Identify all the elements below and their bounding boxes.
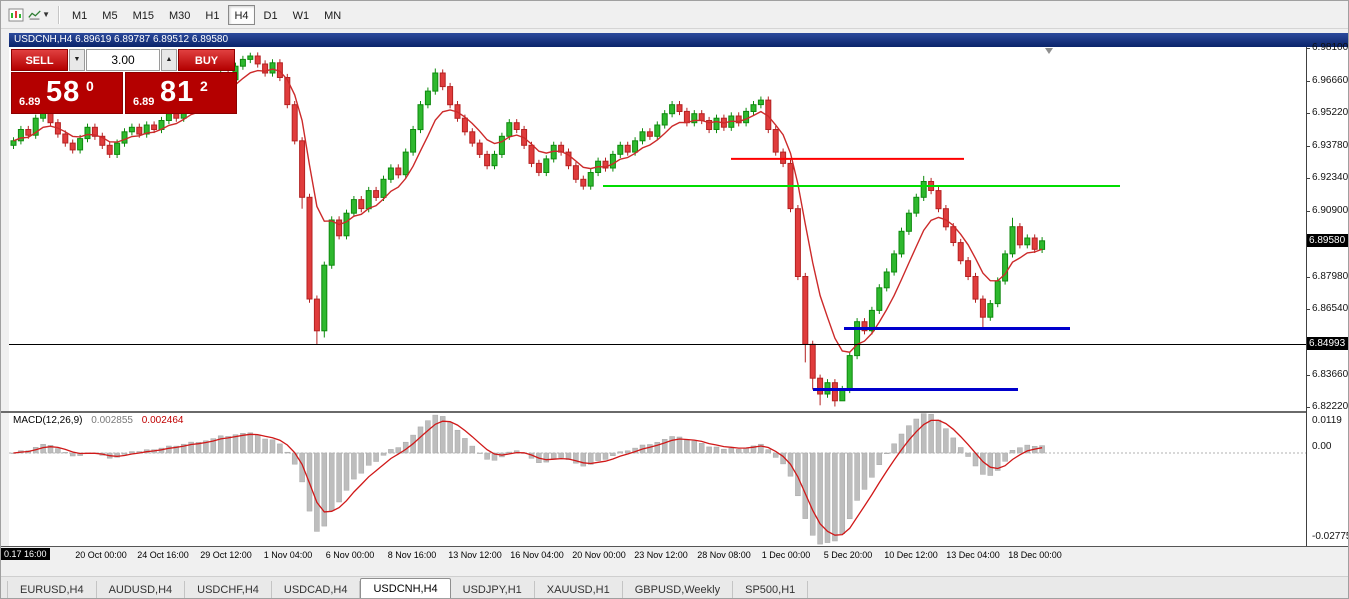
macd-label: MACD(12,26,9) 0.002855 0.002464 (13, 415, 183, 426)
buy-price-display[interactable]: 6.89 81 2 (125, 72, 237, 114)
volume-increase-button[interactable]: ▲ (161, 49, 177, 71)
chart-tab-usdjpy[interactable]: USDJPY,H1 (451, 581, 535, 598)
time-axis-label: 13 Nov 12:00 (448, 550, 502, 560)
timeframe-button-h4[interactable]: H4 (228, 4, 255, 25)
price-axis-label: 6.86540 (1306, 303, 1349, 314)
timeframe-button-m1[interactable]: M1 (72, 9, 88, 22)
timeframe-button-h1[interactable]: H1 (205, 9, 220, 22)
time-axis-label: 18 Dec 00:00 (1008, 550, 1062, 560)
volume-input[interactable] (86, 49, 160, 71)
macd-axis-min: -0.02775 (1312, 531, 1349, 542)
toolbar: ▼ M1 M5 M15 M30 H1 H4 D1 W1 MN (1, 1, 1348, 29)
indicators-icon[interactable]: ▼ (28, 5, 50, 25)
price-chart-pane[interactable]: SELL ▼ ▲ BUY 6.89 58 0 6.89 81 2 (9, 47, 1306, 411)
timeframe-button-m30[interactable]: M30 (168, 9, 191, 22)
time-axis-label: 13 Dec 04:00 (946, 550, 1000, 560)
price-axis-label: 6.95220 (1306, 107, 1349, 118)
time-axis-label: 16 Nov 04:00 (510, 550, 564, 560)
sell-price-display[interactable]: 6.89 58 0 (11, 72, 123, 114)
buy-price-prefix: 6.89 (133, 96, 155, 108)
timeframe-button-w1[interactable]: W1 (292, 9, 310, 22)
time-axis-label: 29 Oct 12:00 (200, 550, 252, 560)
sell-price-sup: 0 (86, 78, 94, 94)
window-gap (1, 29, 1348, 33)
time-axis-label: 6 Nov 00:00 (325, 550, 375, 560)
time-axis-start-tag: 0.17 16:00 (1, 548, 50, 560)
chart-tab-audusd[interactable]: AUDUSD,H4 (97, 581, 186, 598)
macd-signal-line (13, 419, 1043, 536)
sell-price-big: 58 (46, 76, 81, 108)
time-axis-label: 24 Oct 16:00 (137, 550, 189, 560)
time-axis-label: 8 Nov 16:00 (387, 550, 437, 560)
chart-title-bar: USDCNH,H4 6.89619 6.89787 6.89512 6.8958… (9, 33, 1348, 47)
chart-title: USDCNH,H4 6.89619 6.89787 6.89512 6.8958… (14, 34, 229, 45)
price-axis-label: 6.82220 (1306, 401, 1349, 412)
macd-axis-zero: 0.00 (1312, 441, 1332, 452)
chart-tab-xauusd[interactable]: XAUUSD,H1 (535, 581, 623, 598)
time-axis-label: 10 Dec 12:00 (884, 550, 938, 560)
candlestick-chart[interactable] (9, 47, 1306, 411)
macd-name: MACD(12,26,9) (13, 415, 83, 426)
buy-button[interactable]: BUY (178, 49, 235, 71)
volume-decrease-button[interactable]: ▼ (69, 49, 85, 71)
macd-chart[interactable] (9, 413, 1306, 546)
time-axis[interactable]: 0.17 16:00 20 Oct 00:00 24 Oct 16:00 29 Oc… (1, 546, 1348, 562)
chart-tab-bar: EURUSD,H4 AUDUSD,H4 USDCHF,H4 USDCAD,H4 USDC… (1, 576, 1348, 598)
pane-separator[interactable] (1, 411, 1348, 413)
sell-button[interactable]: SELL (11, 49, 68, 71)
timeframe-button-group: M1 M5 M15 M30 H1 H4 D1 W1 MN (66, 4, 350, 25)
price-axis-label: 6.96660 (1306, 75, 1349, 86)
chart-tab-usdcad[interactable]: USDCAD,H4 (272, 581, 361, 598)
chevron-down-icon: ▼ (42, 10, 50, 19)
hline-price-tag: 6.84993 (1307, 337, 1348, 350)
chart-tab-sp500[interactable]: SP500,H1 (733, 581, 809, 598)
time-axis-label: 28 Nov 08:00 (697, 550, 751, 560)
price-axis-label: 6.93780 (1306, 140, 1349, 151)
time-axis-label: 1 Dec 00:00 (761, 550, 811, 560)
new-chart-icon-glyph (8, 8, 24, 21)
current-price-tag: 6.89580 (1307, 234, 1348, 247)
timeframe-button-mn[interactable]: MN (324, 9, 342, 22)
time-axis-label: 20 Nov 00:00 (572, 550, 626, 560)
buy-price-sup: 2 (200, 78, 208, 94)
price-axis[interactable]: 6.89580 6.84993 0.0119 0.00 -0.02775 6.9… (1306, 42, 1349, 546)
timeframe-button-m15[interactable]: M15 (132, 9, 154, 22)
time-axis-label: 5 Dec 20:00 (823, 550, 873, 560)
macd-histogram (10, 413, 1045, 545)
sell-price-prefix: 6.89 (19, 96, 41, 108)
macd-indicator-pane[interactable]: MACD(12,26,9) 0.002855 0.002464 (9, 413, 1306, 546)
trade-panel-prices: 6.89 58 0 6.89 81 2 (11, 72, 237, 114)
chart-tab-usdchf[interactable]: USDCHF,H4 (185, 581, 272, 598)
chart-tab-gbpusd[interactable]: GBPUSD,Weekly (623, 581, 734, 598)
price-axis-label: 6.83660 (1306, 369, 1349, 380)
trade-panel-controls: SELL ▼ ▲ BUY (11, 49, 237, 71)
timeframe-button-d1[interactable]: D1 (263, 9, 278, 22)
indicators-icon-glyph (28, 9, 41, 20)
new-chart-icon[interactable] (5, 5, 27, 25)
time-axis-label: 20 Oct 00:00 (75, 550, 127, 560)
price-axis-label: 6.90900 (1306, 205, 1349, 216)
price-axis-label: 6.92340 (1306, 172, 1349, 183)
price-axis-label: 6.98100 (1306, 42, 1349, 53)
chart-shift-marker-icon[interactable] (1045, 48, 1053, 54)
toolbar-separator (58, 5, 59, 24)
chart-tab-usdcnh[interactable]: USDCNH,H4 (360, 578, 451, 598)
time-axis-label: 23 Nov 12:00 (634, 550, 688, 560)
candlestick-series (10, 52, 1046, 407)
macd-main-value: 0.002855 (91, 415, 133, 426)
one-click-trade-panel: SELL ▼ ▲ BUY 6.89 58 0 6.89 81 2 (11, 49, 237, 114)
moving-average-line (13, 68, 1043, 353)
left-gutter (1, 33, 9, 576)
price-axis-label: 6.87980 (1306, 271, 1349, 282)
chart-tab-eurusd[interactable]: EURUSD,H4 (7, 581, 97, 598)
macd-axis-max: 0.0119 (1312, 415, 1342, 426)
timeframe-button-m5[interactable]: M5 (102, 9, 118, 22)
macd-signal-value: 0.002464 (141, 415, 184, 426)
buy-price-big: 81 (160, 76, 195, 108)
time-axis-label: 1 Nov 04:00 (263, 550, 313, 560)
bottom-strip (1, 562, 1348, 576)
